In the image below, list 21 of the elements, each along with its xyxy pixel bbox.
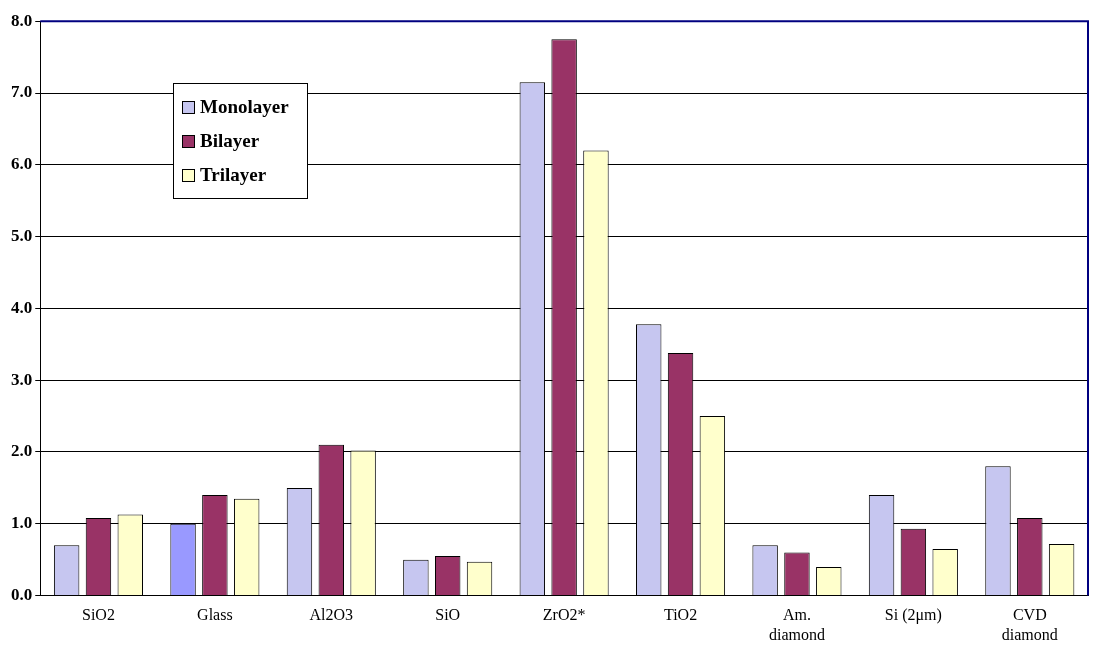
x-tick-label: TiO2 [663, 606, 698, 624]
x-tick-label: Si (2μm) [884, 606, 942, 625]
y-tick-label: 4.0 [11, 297, 33, 317]
y-tick-label: 7.0 [11, 82, 33, 102]
y-tick-label: 0.0 [11, 584, 33, 604]
legend-label: Bilayer [200, 129, 260, 153]
x-tick-label: SiO [435, 606, 461, 624]
y-tick-label: 5.0 [11, 225, 33, 245]
y-tick-label: 3.0 [11, 369, 33, 389]
x-tick-label: ZrO2* [542, 606, 586, 624]
legend-label: Monolayer [200, 95, 289, 119]
y-tick-label: 6.0 [11, 154, 33, 174]
x-tick-label: CVD diamond [1001, 606, 1058, 643]
x-tick-label: Al2O3 [309, 606, 354, 624]
x-tick-label: SiO2 [82, 606, 115, 624]
x-tick-label: Glass [197, 606, 233, 624]
x-tick-label: Am. diamond [768, 606, 825, 643]
y-tick-label: 1.0 [11, 513, 33, 533]
y-tick-label: 8.0 [11, 10, 33, 30]
legend-label: Trilayer [200, 163, 267, 187]
y-tick-label: 2.0 [11, 441, 33, 461]
